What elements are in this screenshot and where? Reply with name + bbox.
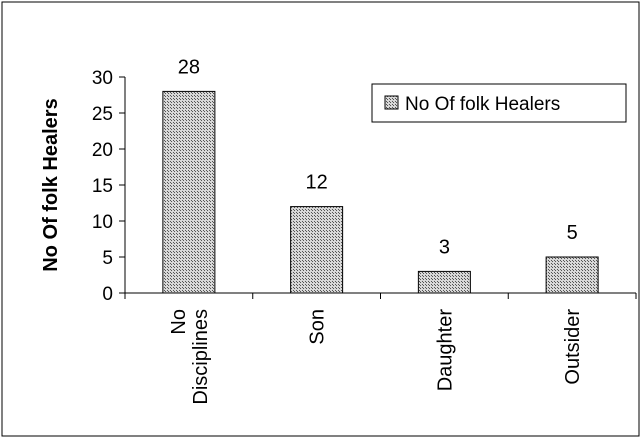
y-tick-label: 20 xyxy=(92,140,113,161)
bar xyxy=(545,256,599,294)
category-label: Disciplines xyxy=(190,309,212,405)
category-label: Daughter xyxy=(434,309,456,392)
y-tick-label: 25 xyxy=(92,104,113,125)
category-label: No xyxy=(168,309,190,335)
bar xyxy=(417,270,471,294)
bar xyxy=(162,90,216,294)
y-axis-title: No Of folk Healers xyxy=(40,98,62,271)
data-label: 5 xyxy=(567,222,578,244)
category-label: Son xyxy=(307,309,329,345)
legend-label: No Of folk Healers xyxy=(405,94,560,115)
data-label: 12 xyxy=(306,172,328,194)
y-tick-label: 10 xyxy=(92,212,113,233)
y-tick-label: 5 xyxy=(102,248,113,269)
data-label: 28 xyxy=(178,56,200,78)
y-tick-label: 0 xyxy=(102,284,113,305)
y-tick-label: 15 xyxy=(92,176,113,197)
bar xyxy=(290,206,344,294)
y-tick-label: 30 xyxy=(92,68,113,89)
category-label: Outsider xyxy=(562,309,584,385)
legend-box xyxy=(371,83,627,123)
data-label: 3 xyxy=(439,236,450,258)
plot-area: 0 5 10 15 20 25 30 28 No Disciplines 12 Son 3 Daughte… xyxy=(92,56,637,405)
legend: No Of folk Healers xyxy=(371,83,627,123)
legend-swatch xyxy=(384,95,399,110)
